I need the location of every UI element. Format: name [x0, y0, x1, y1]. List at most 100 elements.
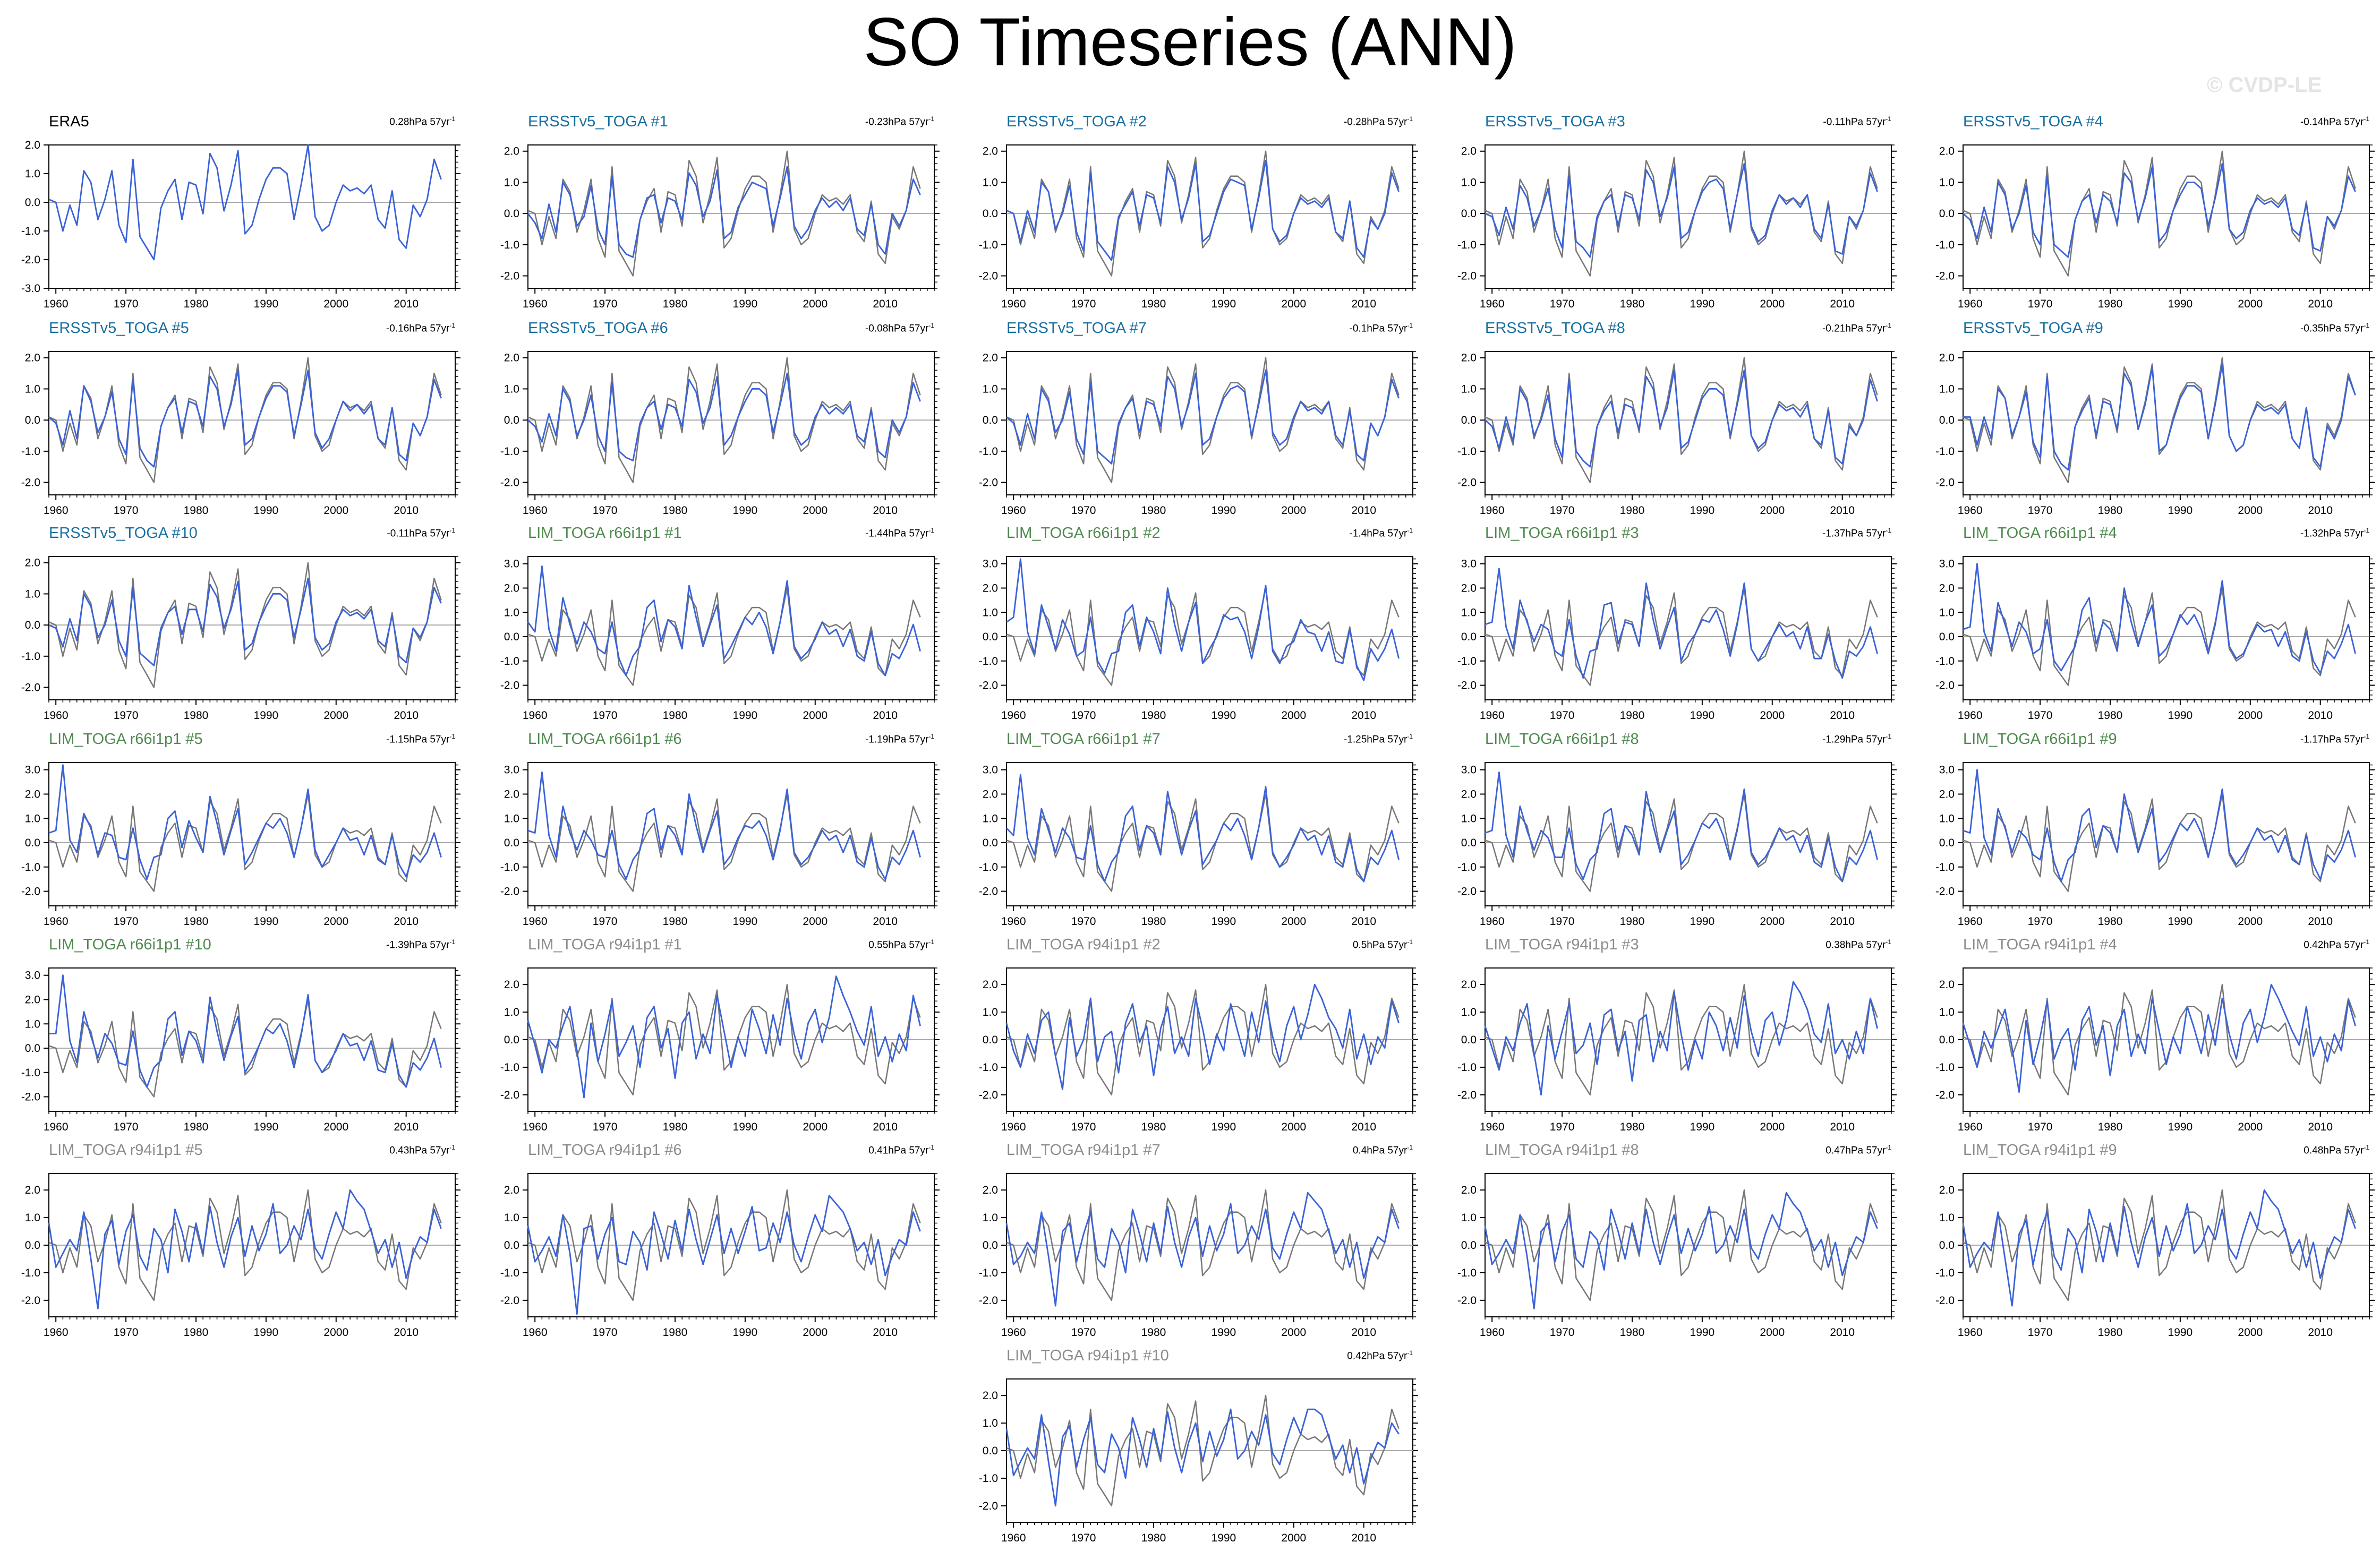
panel: ERA5 0.28hPa 57yr-1 -3.0 -2.0 -1.0 0.0 1.0 2.0 1…	[5, 113, 460, 315]
y-tick-label: -2.0	[979, 477, 998, 489]
y-tick-label: 0.0	[504, 631, 519, 643]
x-tick-label: 1970	[593, 1121, 618, 1133]
observed-series-line	[1485, 793, 1878, 892]
y-tick-label: 1.0	[983, 1417, 998, 1429]
y-tick-label: 0.0	[504, 837, 519, 849]
panel: LIM_TOGA r66i1p1 #9 -1.17hPa 57yr-1 -2.0 -1…	[1920, 731, 2375, 932]
plot-frame	[1963, 762, 2370, 906]
x-tick-label: 1980	[2098, 709, 2123, 722]
x-tick-label: 1980	[1620, 915, 1645, 928]
panel-title: LIM_TOGA r66i1p1 #1	[528, 525, 682, 542]
x-tick-label: 1970	[1550, 915, 1575, 928]
panel-trend-stat: -1.25hPa 57yr-1	[1344, 733, 1413, 746]
panel-plot: -2.0 -1.0 0.0 1.0 2.0 1960 1970 1980 1990 2000 201…	[1457, 351, 1897, 517]
trend-exponent: -1	[2364, 527, 2369, 534]
y-tick-label: 1.0	[1461, 812, 1477, 825]
y-tick-label: 1.0	[504, 812, 519, 825]
y-tick-label: 2.0	[1461, 788, 1477, 800]
x-tick-label: 1970	[2028, 709, 2053, 722]
trend-exponent: -1	[1407, 322, 1413, 329]
y-tick-label: 2.0	[1939, 788, 1955, 800]
panel: LIM_TOGA r66i1p1 #8 -1.29hPa 57yr-1 -2.0 -1…	[1441, 731, 1897, 932]
x-tick-label: 1980	[1141, 1532, 1166, 1544]
y-tick-label: 2.0	[1461, 1184, 1477, 1196]
trend-exponent: -1	[1407, 938, 1413, 946]
y-tick-label: 2.0	[983, 352, 998, 364]
panel-title: LIM_TOGA r66i1p1 #2	[1006, 525, 1161, 542]
x-tick-label: 1960	[523, 1326, 548, 1339]
model-series-line	[527, 372, 921, 461]
trend-exponent: -1	[1886, 322, 1891, 329]
panel-title: LIM_TOGA r66i1p1 #9	[1963, 731, 2117, 748]
x-tick-label: 2010	[1830, 1326, 1855, 1339]
model-series-line	[1963, 769, 2356, 882]
x-tick-label: 1960	[523, 1121, 548, 1133]
model-series-line	[48, 1189, 442, 1309]
model-series-line	[1006, 159, 1400, 261]
panel-trend-stat: 0.43hPa 57yr-1	[389, 1144, 455, 1156]
y-tick-label: 0.0	[1939, 631, 1955, 643]
x-tick-label: 1970	[114, 1121, 139, 1133]
panel-trend-text: 0.42hPa 57yr	[2304, 939, 2364, 951]
x-tick-label: 1960	[44, 1121, 69, 1133]
y-tick-label: 0.0	[983, 1445, 998, 1457]
y-tick-label: -2.0	[500, 1295, 519, 1307]
y-tick-label: 1.0	[983, 383, 998, 395]
model-series-line	[1006, 369, 1400, 465]
trend-exponent: -1	[2364, 938, 2369, 946]
x-tick-label: 1990	[2168, 1326, 2193, 1339]
y-tick-label: 2.0	[504, 352, 519, 364]
x-tick-label: 1980	[1141, 504, 1166, 517]
x-tick-label: 1990	[733, 298, 758, 310]
y-tick-label: 2.0	[504, 979, 519, 991]
x-tick-label: 1970	[1550, 1121, 1575, 1133]
panel-trend-stat: -0.1hPa 57yr-1	[1350, 322, 1413, 335]
y-tick-label: -2.0	[1457, 477, 1477, 489]
y-tick-label: -2.0	[1935, 1295, 1955, 1307]
x-tick-label: 1970	[2028, 1326, 2053, 1339]
panel-title: LIM_TOGA r94i1p1 #7	[1006, 1142, 1161, 1159]
x-tick-label: 1980	[1620, 1121, 1645, 1133]
x-tick-label: 2010	[873, 298, 898, 310]
panel-trend-stat: -0.14hPa 57yr-1	[2300, 115, 2369, 128]
model-series-line	[1963, 363, 2356, 471]
panel-trend-stat: -0.08hPa 57yr-1	[865, 322, 934, 335]
x-tick-label: 1970	[593, 709, 618, 722]
y-tick-label: 1.0	[25, 1212, 40, 1224]
observed-series-line	[1485, 587, 1878, 686]
x-tick-label: 1960	[44, 298, 69, 310]
x-tick-label: 1980	[2098, 504, 2123, 517]
y-tick-label: 2.0	[983, 979, 998, 991]
panel-trend-stat: -1.29hPa 57yr-1	[1822, 733, 1891, 746]
x-tick-label: 1970	[114, 1326, 139, 1339]
panel-trend-stat: 0.5hPa 57yr-1	[1353, 938, 1413, 951]
x-tick-label: 1990	[254, 915, 279, 928]
x-tick-label: 2010	[2308, 504, 2333, 517]
trend-exponent: -1	[2364, 322, 2369, 329]
panel-title: LIM_TOGA r94i1p1 #9	[1963, 1142, 2117, 1159]
model-series-line	[527, 166, 921, 258]
y-tick-label: -2.0	[21, 886, 40, 898]
y-tick-label: -2.0	[1457, 1089, 1477, 1101]
trend-exponent: -1	[1886, 527, 1891, 534]
panel-trend-text: -1.15hPa 57yr	[386, 734, 450, 746]
y-tick-label: -1.0	[21, 1067, 40, 1079]
x-tick-label: 1990	[733, 709, 758, 722]
x-tick-label: 1970	[1071, 1326, 1096, 1339]
y-tick-label: -1.0	[1935, 445, 1955, 458]
x-tick-label: 1980	[2098, 298, 2123, 310]
x-tick-label: 1990	[254, 504, 279, 517]
panel-title: LIM_TOGA r66i1p1 #5	[49, 731, 203, 748]
y-tick-label: 1.0	[504, 606, 519, 619]
x-tick-label: 1970	[1071, 709, 1096, 722]
trend-exponent: -1	[928, 733, 934, 740]
y-tick-label: 0.0	[1461, 208, 1477, 220]
x-tick-label: 2010	[1351, 298, 1376, 310]
y-tick-label: -1.0	[979, 445, 998, 458]
x-tick-label: 1970	[2028, 298, 2053, 310]
y-tick-label: -1.0	[979, 1472, 998, 1485]
trend-exponent: -1	[449, 733, 455, 740]
panel: LIM_TOGA r66i1p1 #4 -1.32hPa 57yr-1 -2.0 -1…	[1920, 525, 2375, 726]
panel: ERSSTv5_TOGA #1 -0.23hPa 57yr-1 -2.0 -1.0 0.…	[484, 113, 940, 315]
y-tick-label: 1.0	[983, 1006, 998, 1018]
